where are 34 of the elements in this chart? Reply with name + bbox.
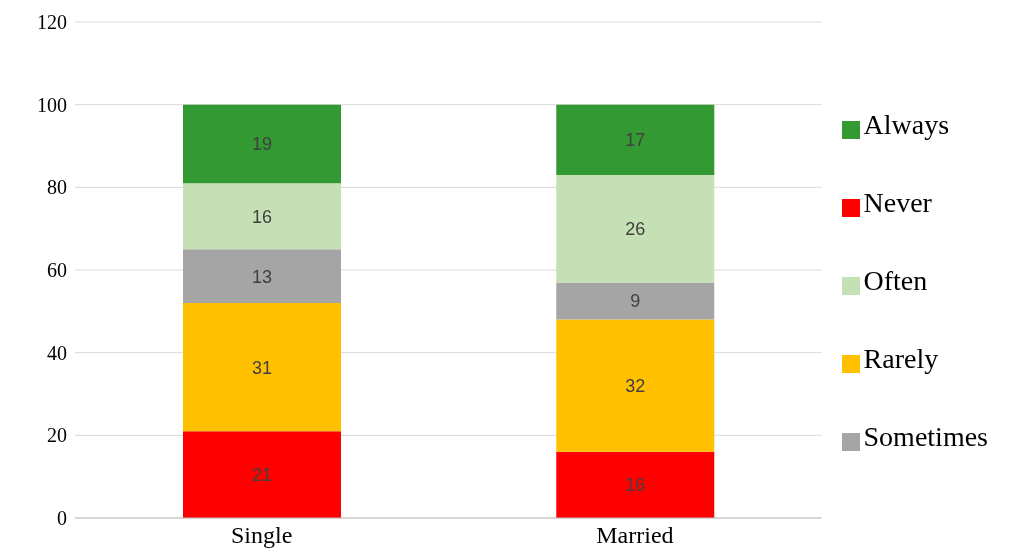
bar — [556, 104, 715, 175]
legend-label: Always — [863, 109, 950, 140]
data-label: 32 — [625, 376, 646, 397]
x-tick-label: Single — [230, 522, 293, 549]
y-tick-label: 100 — [37, 93, 67, 116]
y-tick-label: 20 — [47, 424, 67, 447]
data-label: 26 — [625, 219, 646, 240]
bar — [556, 282, 715, 320]
bar — [183, 303, 341, 432]
bar — [183, 249, 341, 304]
bar — [556, 174, 715, 283]
y-tick-label: 120 — [37, 11, 67, 34]
data-label: 17 — [625, 130, 646, 151]
legend-label: Often — [863, 265, 928, 296]
y-tick-label: 0 — [57, 507, 67, 530]
legend-label: Sometimes — [863, 421, 988, 452]
x-tick-label: Married — [596, 522, 674, 549]
bar — [556, 319, 715, 452]
bar — [556, 451, 715, 518]
data-label: 16 — [251, 206, 273, 227]
data-label: 31 — [251, 357, 273, 378]
data-label: 13 — [251, 266, 273, 287]
data-label: 19 — [251, 134, 273, 155]
data-label: 21 — [251, 464, 273, 485]
bar — [183, 431, 341, 518]
y-tick-label: 40 — [47, 341, 67, 364]
bar — [183, 183, 341, 250]
legend-label: Rarely — [863, 343, 939, 374]
y-tick-label: 80 — [47, 176, 67, 199]
data-label: 16 — [625, 475, 646, 496]
bar — [183, 104, 341, 184]
data-label: 9 — [630, 291, 641, 312]
legend-label: Never — [863, 187, 932, 218]
y-tick-label: 60 — [47, 259, 67, 282]
